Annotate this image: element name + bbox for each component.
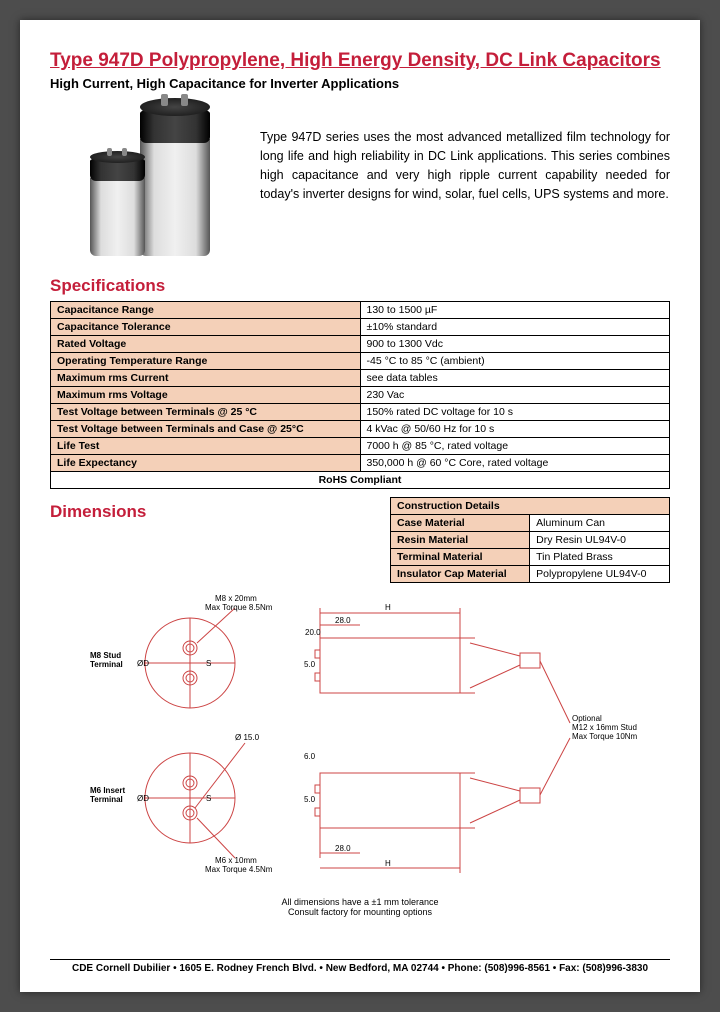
table-row: Operating Temperature Range-45 °C to 85 … [51,352,670,369]
svg-text:M6 Insert: M6 Insert [90,786,125,795]
svg-text:H: H [385,603,391,612]
capacitor-large-icon [140,106,210,256]
svg-text:M8 Stud: M8 Stud [90,651,121,660]
svg-text:Max Torque 8.5Nm: Max Torque 8.5Nm [205,603,273,612]
svg-text:S: S [206,659,211,668]
page-footer: CDE Cornell Dubilier • 1605 E. Rodney Fr… [50,959,670,974]
page-subtitle: High Current, High Capacitance for Inver… [50,76,670,91]
table-row: Case MaterialAluminum Can [391,514,670,531]
svg-text:Terminal: Terminal [90,795,123,804]
table-row: Test Voltage between Terminals and Case … [51,420,670,437]
svg-text:Max Torque 10Nm: Max Torque 10Nm [572,732,638,741]
table-row: Capacitance Range130 to 1500 µF [51,301,670,318]
table-row: Life Test7000 h @ 85 °C, rated voltage [51,437,670,454]
drawing-note: All dimensions have a ±1 mm tolerance Co… [50,897,670,917]
svg-text:Max Torque 4.5Nm: Max Torque 4.5Nm [205,865,273,874]
specifications-table: Capacitance Range130 to 1500 µFCapacitan… [50,301,670,472]
specifications-heading: Specifications [50,276,670,296]
hero-section: Type 947D series uses the most advanced … [50,101,670,271]
datasheet-page: Type 947D Polypropylene, High Energy Den… [20,20,700,992]
svg-text:20.0: 20.0 [305,628,321,637]
table-row: Capacitance Tolerance±10% standard [51,318,670,335]
table-row: Resin MaterialDry Resin UL94V-0 [391,531,670,548]
svg-text:M8 x 20mm: M8 x 20mm [215,594,257,603]
svg-text:28.0: 28.0 [335,844,351,853]
svg-text:5.0: 5.0 [304,660,316,669]
table-row: Insulator Cap MaterialPolypropylene UL94… [391,565,670,582]
table-row: Maximum rms Currentsee data tables [51,369,670,386]
svg-text:Ø 15.0: Ø 15.0 [235,733,260,742]
table-row: Terminal MaterialTin Plated Brass [391,548,670,565]
svg-text:M6 x 10mm: M6 x 10mm [215,856,257,865]
dimensions-heading: Dimensions [50,502,146,522]
table-row: Life Expectancy350,000 h @ 60 °C Core, r… [51,454,670,471]
svg-text:5.0: 5.0 [304,795,316,804]
rohs-footer: RoHS Compliant [50,472,670,489]
capacitor-small-icon [90,156,145,256]
svg-text:28.0: 28.0 [335,616,351,625]
svg-text:ØD: ØD [137,659,149,668]
svg-text:H: H [385,859,391,868]
product-image [50,101,230,271]
page-title: Type 947D Polypropylene, High Energy Den… [50,50,670,73]
svg-text:M12 x 16mm Stud: M12 x 16mm Stud [572,723,637,732]
table-row: Rated Voltage900 to 1300 Vdc [51,335,670,352]
svg-text:ØD: ØD [137,794,149,803]
svg-text:Terminal: Terminal [90,660,123,669]
svg-text:Optional: Optional [572,714,602,723]
table-row: Maximum rms Voltage230 Vac [51,386,670,403]
table-row: Test Voltage between Terminals @ 25 °C15… [51,403,670,420]
svg-text:S: S [206,794,211,803]
technical-drawing: M8 Stud Terminal ØD S M8 x 20mm Max Torq… [60,593,660,893]
svg-text:6.0: 6.0 [304,752,316,761]
description-text: Type 947D series uses the most advanced … [230,113,670,203]
construction-table: Construction DetailsCase MaterialAluminu… [390,497,670,583]
